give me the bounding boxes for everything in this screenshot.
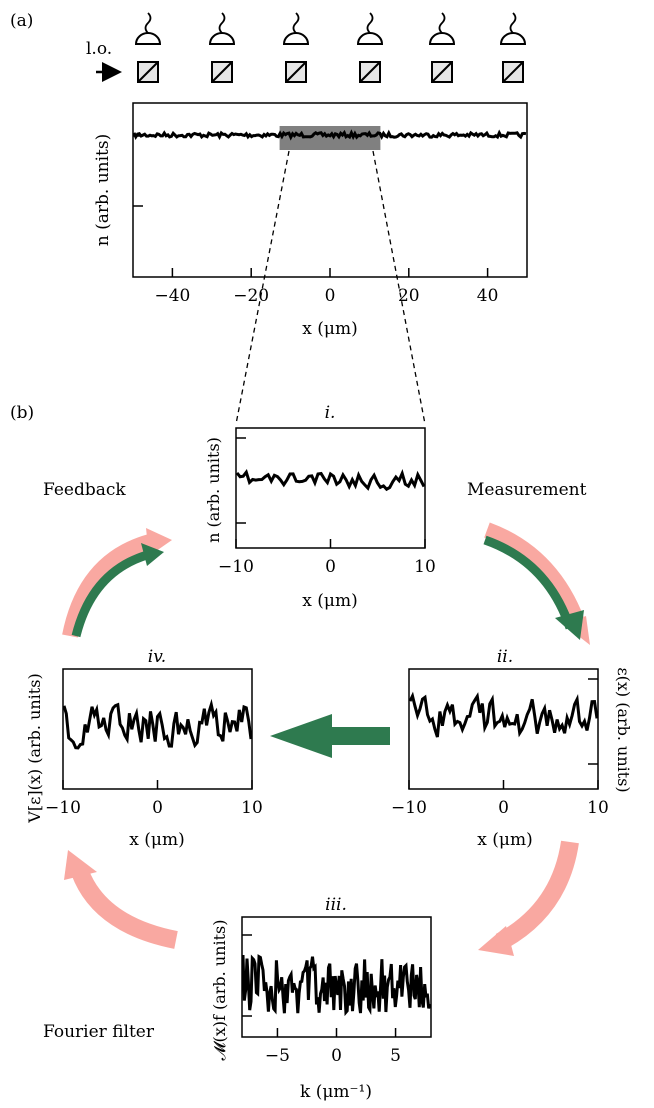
plot-iv-title: iv. xyxy=(148,647,166,667)
plot-i-frame xyxy=(235,427,426,549)
plot-a-ylabel: n (arb. units) xyxy=(93,134,113,246)
plot-ii-xtick-label: −10 xyxy=(391,798,427,818)
plot-a-xtick-label: −20 xyxy=(233,286,269,306)
plot-i-xtick-label: 10 xyxy=(414,557,436,577)
feedback-arrow-green xyxy=(71,550,149,638)
plot-iii-xtick-label: −5 xyxy=(265,1046,290,1066)
plot-ii-trace xyxy=(408,691,599,738)
fourier-arrow-pink xyxy=(495,840,579,950)
plot-a-xticks: −40 −20 0 20 40 xyxy=(154,268,498,306)
fourier-arrowhead-pink xyxy=(478,926,514,956)
measurement-label: Measurement xyxy=(467,480,587,500)
plot-a-xtick-label: 0 xyxy=(325,286,336,306)
plot-ii-xticks: −10 0 10 xyxy=(391,780,609,818)
fourier-filter-label: Fourier filter xyxy=(43,1022,155,1042)
plot-a-xtick-label: 20 xyxy=(398,286,420,306)
feedback-arrow-pink xyxy=(62,534,153,638)
detector-icon xyxy=(282,32,310,45)
plot-iii-title: iii. xyxy=(325,895,347,915)
beamsplitter-diagonal-icon xyxy=(211,61,233,83)
plot-iv-xtick-label: 10 xyxy=(241,798,263,818)
detector-icon xyxy=(134,32,162,45)
zoom-line-left xyxy=(235,150,290,425)
plot-i-xlabel: x (μm) xyxy=(302,591,357,611)
beamsplitter-row xyxy=(137,61,524,83)
return-arrowhead-pink xyxy=(64,850,97,880)
direct-arrow-shaft xyxy=(330,727,390,745)
plot-i-xticks: −10 0 10 xyxy=(218,539,436,577)
lo-label: l.o. xyxy=(86,39,112,59)
plot-iv-xlabel: x (μm) xyxy=(129,830,184,850)
detector-wire-icon xyxy=(292,12,300,34)
detector-wire-icon xyxy=(438,12,446,34)
plot-iv-xticks: −10 0 10 xyxy=(45,780,263,818)
detector-wire-icon xyxy=(144,12,152,34)
plot-a-xtick-label: −40 xyxy=(154,286,190,306)
return-arrow-pink xyxy=(71,868,178,949)
feedback-arrowhead-green xyxy=(141,543,164,566)
plot-ii-ylabel: ε(x) (arb. units) xyxy=(614,667,633,792)
beamsplitter-diagonal-icon xyxy=(431,61,453,83)
detector-wire-icon xyxy=(509,12,517,34)
beamsplitter-diagonal-icon xyxy=(285,61,307,83)
detector-icon xyxy=(499,32,527,45)
detector-icon xyxy=(428,32,456,45)
plot-a-highlight-region xyxy=(279,126,381,150)
measurement-arrow-green xyxy=(483,535,575,630)
plot-ii-title: ii. xyxy=(497,647,513,667)
detector-row xyxy=(134,12,527,45)
measurement-arrowhead-green xyxy=(555,610,584,640)
plot-a-density-trace xyxy=(132,129,527,141)
plot-iii-xtick-label: 5 xyxy=(390,1046,401,1066)
plot-iv-trace xyxy=(62,698,253,750)
direct-arrowhead xyxy=(270,714,332,758)
detector-icon xyxy=(208,32,236,45)
beamsplitter-diagonal-icon xyxy=(359,61,381,83)
detector-icon xyxy=(356,32,384,45)
feedback-cycle-arrows xyxy=(62,522,590,956)
plot-iv-xtick-label: −10 xyxy=(45,798,81,818)
plot-a-xlabel: x (μm) xyxy=(302,319,357,339)
panel-a-label: (a) xyxy=(10,11,33,31)
detector-wire-icon xyxy=(218,12,226,34)
plot-i-title: i. xyxy=(325,403,336,423)
plot-iv-ylabel: V[ε](x) (arb. units) xyxy=(25,673,44,823)
beamsplitter-diagonal-icon xyxy=(137,61,159,83)
plot-a-xtick-label: 40 xyxy=(477,286,499,306)
plot-i-ylabel: n (arb. units) xyxy=(204,437,223,543)
zoom-line-right xyxy=(372,150,426,425)
plot-i-xtick-label: −10 xyxy=(218,557,254,577)
plot-iii-xtick-label: 0 xyxy=(331,1046,342,1066)
plot-iii-xticks: −5 0 5 xyxy=(265,1028,401,1066)
plot-iii-ylabel: 𝓜(x)f (arb. units) xyxy=(210,920,229,1061)
beamsplitter-diagonal-icon xyxy=(502,61,524,83)
plot-iii-xlabel: k (μm⁻¹) xyxy=(300,1082,372,1102)
plot-ii-xtick-label: 10 xyxy=(587,798,609,818)
panel-b-label: (b) xyxy=(10,403,34,423)
plot-ii-xlabel: x (μm) xyxy=(477,830,532,850)
plot-i-xtick-label: 0 xyxy=(325,557,336,577)
detector-wire-icon xyxy=(366,12,374,34)
plot-i-trace xyxy=(235,468,426,492)
plot-iii-trace xyxy=(241,954,432,1017)
plot-ii-xtick-label: 0 xyxy=(498,798,509,818)
feedback-label: Feedback xyxy=(43,480,126,500)
plot-iv-xtick-label: 0 xyxy=(152,798,163,818)
